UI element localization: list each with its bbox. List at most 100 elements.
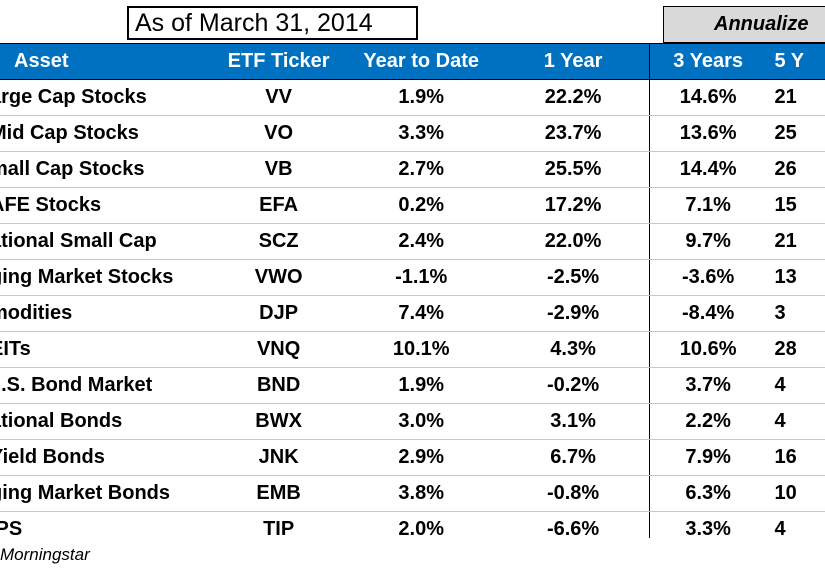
one-year-cell: 23.7%	[497, 115, 650, 152]
header-row: Asset ETF Ticker Year to Date 1 Year 3 Y…	[0, 43, 825, 80]
ytd-cell: 2.9%	[345, 439, 498, 476]
one-year-cell: 22.0%	[497, 223, 650, 260]
page-title: As of March 31, 2014	[127, 6, 418, 40]
asset-cell: arge Cap Stocks	[0, 79, 213, 116]
ytd-cell: 3.0%	[345, 403, 498, 440]
ticker-cell: EMB	[212, 475, 346, 512]
asset-cell: ational Small Cap	[0, 223, 213, 260]
five-years-cell: 4	[766, 367, 825, 404]
one-year-cell: -0.8%	[497, 475, 650, 512]
one-year-cell: -2.9%	[497, 295, 650, 332]
ticker-cell: EFA	[212, 187, 346, 224]
ytd-cell: 1.9%	[345, 79, 498, 116]
one-year-cell: 25.5%	[497, 151, 650, 188]
ytd-cell: 2.7%	[345, 151, 498, 188]
ticker-cell: VV	[212, 79, 346, 116]
asset-cell: ational Bonds	[0, 403, 213, 440]
asset-cell: ging Market Bonds	[0, 475, 213, 512]
table-row: Yield Bonds JNK 2.9% 6.7% 7.9% 16	[0, 439, 825, 476]
ytd-cell: -1.1%	[345, 259, 498, 296]
ytd-cell: 0.2%	[345, 187, 498, 224]
asset-cell: IPS	[0, 511, 213, 538]
returns-table-container: Asset ETF Ticker Year to Date 1 Year 3 Y…	[0, 43, 825, 538]
ticker-cell: VWO	[212, 259, 346, 296]
five-years-cell: 15	[766, 187, 825, 224]
returns-table: Asset ETF Ticker Year to Date 1 Year 3 Y…	[0, 43, 825, 538]
five-years-cell: 3	[766, 295, 825, 332]
ytd-cell: 10.1%	[345, 331, 498, 368]
asset-cell: ging Market Stocks	[0, 259, 213, 296]
ytd-cell: 7.4%	[345, 295, 498, 332]
five-years-cell: 21	[766, 223, 825, 260]
table-row: EITs VNQ 10.1% 4.3% 10.6% 28	[0, 331, 825, 368]
table-row: AFE Stocks EFA 0.2% 17.2% 7.1% 15	[0, 187, 825, 224]
asset-cell: Mid Cap Stocks	[0, 115, 213, 152]
asset-cell: Yield Bonds	[0, 439, 213, 476]
three-years-cell: 10.6%	[649, 331, 767, 368]
three-years-cell: -3.6%	[649, 259, 767, 296]
ticker-cell: VB	[212, 151, 346, 188]
table-row: ational Small Cap SCZ 2.4% 22.0% 9.7% 21	[0, 223, 825, 260]
five-years-cell: 16	[766, 439, 825, 476]
table-row: arge Cap Stocks VV 1.9% 22.2% 14.6% 21	[0, 79, 825, 116]
annualized-header: Annualize	[663, 6, 825, 43]
ticker-cell: VNQ	[212, 331, 346, 368]
three-years-cell: 9.7%	[649, 223, 767, 260]
asset-cell: J.S. Bond Market	[0, 367, 213, 404]
asset-cell: modities	[0, 295, 213, 332]
header-ticker: ETF Ticker	[212, 43, 346, 80]
one-year-cell: 17.2%	[497, 187, 650, 224]
asset-cell: AFE Stocks	[0, 187, 213, 224]
ticker-cell: BWX	[212, 403, 346, 440]
five-years-cell: 13	[766, 259, 825, 296]
one-year-cell: 6.7%	[497, 439, 650, 476]
five-years-cell: 4	[766, 403, 825, 440]
one-year-cell: -2.5%	[497, 259, 650, 296]
three-years-cell: 2.2%	[649, 403, 767, 440]
table-row: modities DJP 7.4% -2.9% -8.4% 3	[0, 295, 825, 332]
ytd-cell: 1.9%	[345, 367, 498, 404]
ticker-cell: JNK	[212, 439, 346, 476]
ytd-cell: 2.4%	[345, 223, 498, 260]
header-asset: Asset	[0, 43, 213, 80]
asset-cell: EITs	[0, 331, 213, 368]
five-years-cell: 10	[766, 475, 825, 512]
table-row: ational Bonds BWX 3.0% 3.1% 2.2% 4	[0, 403, 825, 440]
one-year-cell: 4.3%	[497, 331, 650, 368]
three-years-cell: 13.6%	[649, 115, 767, 152]
three-years-cell: -8.4%	[649, 295, 767, 332]
three-years-cell: 3.3%	[649, 511, 767, 538]
table-row: mall Cap Stocks VB 2.7% 25.5% 14.4% 26	[0, 151, 825, 188]
ytd-cell: 3.8%	[345, 475, 498, 512]
ticker-cell: TIP	[212, 511, 346, 538]
five-years-cell: 4	[766, 511, 825, 538]
three-years-cell: 7.9%	[649, 439, 767, 476]
five-years-cell: 25	[766, 115, 825, 152]
asset-cell: mall Cap Stocks	[0, 151, 213, 188]
table-row: Mid Cap Stocks VO 3.3% 23.7% 13.6% 25	[0, 115, 825, 152]
table-row: ging Market Stocks VWO -1.1% -2.5% -3.6%…	[0, 259, 825, 296]
ticker-cell: SCZ	[212, 223, 346, 260]
three-years-cell: 14.4%	[649, 151, 767, 188]
header-1-year: 1 Year	[497, 43, 650, 80]
three-years-cell: 3.7%	[649, 367, 767, 404]
three-years-cell: 14.6%	[649, 79, 767, 116]
header-3-years: 3 Years	[649, 43, 767, 80]
three-years-cell: 7.1%	[649, 187, 767, 224]
one-year-cell: 3.1%	[497, 403, 650, 440]
five-years-cell: 21	[766, 79, 825, 116]
header-5-years: 5 Y	[766, 43, 825, 80]
ticker-cell: VO	[212, 115, 346, 152]
five-years-cell: 28	[766, 331, 825, 368]
header-ytd: Year to Date	[345, 43, 498, 80]
three-years-cell: 6.3%	[649, 475, 767, 512]
ticker-cell: BND	[212, 367, 346, 404]
table-row: ging Market Bonds EMB 3.8% -0.8% 6.3% 10	[0, 475, 825, 512]
one-year-cell: -6.6%	[497, 511, 650, 538]
table-row: J.S. Bond Market BND 1.9% -0.2% 3.7% 4	[0, 367, 825, 404]
ytd-cell: 2.0%	[345, 511, 498, 538]
five-years-cell: 26	[766, 151, 825, 188]
one-year-cell: -0.2%	[497, 367, 650, 404]
ytd-cell: 3.3%	[345, 115, 498, 152]
ticker-cell: DJP	[212, 295, 346, 332]
